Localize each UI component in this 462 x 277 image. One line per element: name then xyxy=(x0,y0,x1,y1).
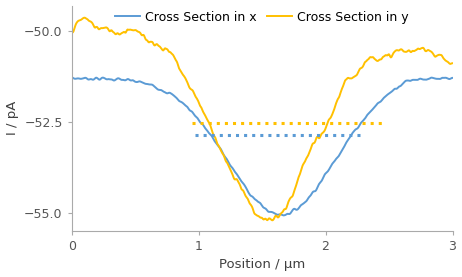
Line: Cross Section in y: Cross Section in y xyxy=(72,18,452,220)
Cross Section in y xyxy=(270,219,275,222)
Cross Section in x xyxy=(69,76,74,79)
X-axis label: Position / μm: Position / μm xyxy=(219,258,305,271)
Line: Cross Section in x: Cross Section in x xyxy=(72,77,452,215)
Cross Section in x xyxy=(356,124,362,128)
Cross Section in y xyxy=(295,179,300,183)
Cross Section in y xyxy=(167,50,173,54)
Cross Section in y xyxy=(242,192,247,195)
Cross Section in x xyxy=(324,171,329,174)
Y-axis label: I / pA: I / pA xyxy=(6,101,18,135)
Cross Section in x xyxy=(167,91,172,94)
Cross Section in y xyxy=(324,122,330,125)
Cross Section in x xyxy=(241,183,247,186)
Cross Section in y xyxy=(357,68,363,71)
Cross Section in y xyxy=(450,61,455,65)
Cross Section in y xyxy=(82,16,87,19)
Cross Section in x xyxy=(294,208,299,211)
Cross Section in x xyxy=(450,76,455,79)
Cross Section in x xyxy=(281,214,287,217)
Legend: Cross Section in x, Cross Section in y: Cross Section in x, Cross Section in y xyxy=(110,6,413,29)
Cross Section in y xyxy=(137,31,142,34)
Cross Section in y xyxy=(69,31,74,34)
Cross Section in x xyxy=(136,80,142,83)
